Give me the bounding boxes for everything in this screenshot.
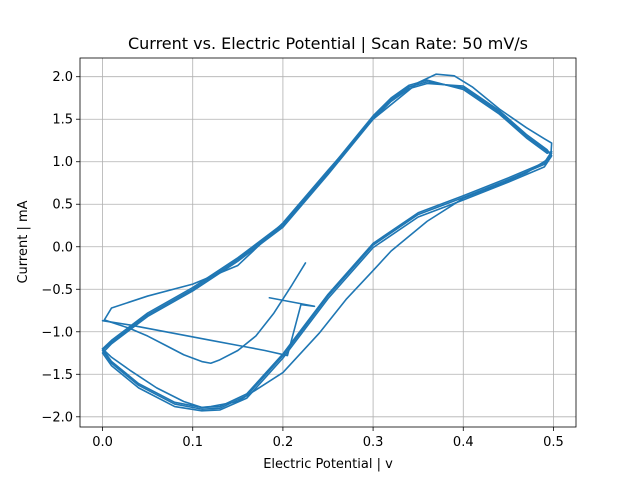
x-tick-label: 0.1 [182, 435, 203, 450]
y-tick-label: 1.0 [52, 155, 73, 170]
x-tick-label: 0.3 [363, 435, 384, 450]
y-tick-label: −0.5 [41, 283, 73, 298]
plot-frame [79, 57, 577, 428]
y-tick-label: 1.5 [52, 113, 73, 128]
x-tick-label: 0.4 [453, 435, 474, 450]
x-tick-label: 0.2 [273, 435, 294, 450]
x-axis-label: Electric Potential | v [263, 457, 393, 472]
tick-layer: 0.0 0.1 0.2 0.3 0.4 0.5 −2.0 −1.5 −1.0 −0.5 0.0 0.5… [41, 70, 563, 450]
y-tick-label: −1.5 [41, 368, 73, 383]
y-tick-label: −1.0 [41, 325, 73, 340]
cv-series-line-1 [101, 73, 553, 409]
cv-series-line-5 [101, 296, 316, 357]
y-tick-label: 0.0 [52, 240, 73, 255]
series-layer [101, 73, 553, 412]
y-tick-label: −2.0 [41, 410, 73, 425]
y-tick-label: 0.5 [52, 198, 73, 213]
grid-layer [80, 58, 576, 427]
x-tick-label: 0.0 [92, 435, 113, 450]
cv-series-line-4 [101, 79, 553, 409]
x-tick-label: 0.5 [543, 435, 564, 450]
chart-title: Current vs. Electric Potential | Scan Ra… [128, 34, 528, 53]
y-axis-label: Current | mA [16, 200, 31, 283]
y-tick-label: 2.0 [52, 70, 73, 85]
